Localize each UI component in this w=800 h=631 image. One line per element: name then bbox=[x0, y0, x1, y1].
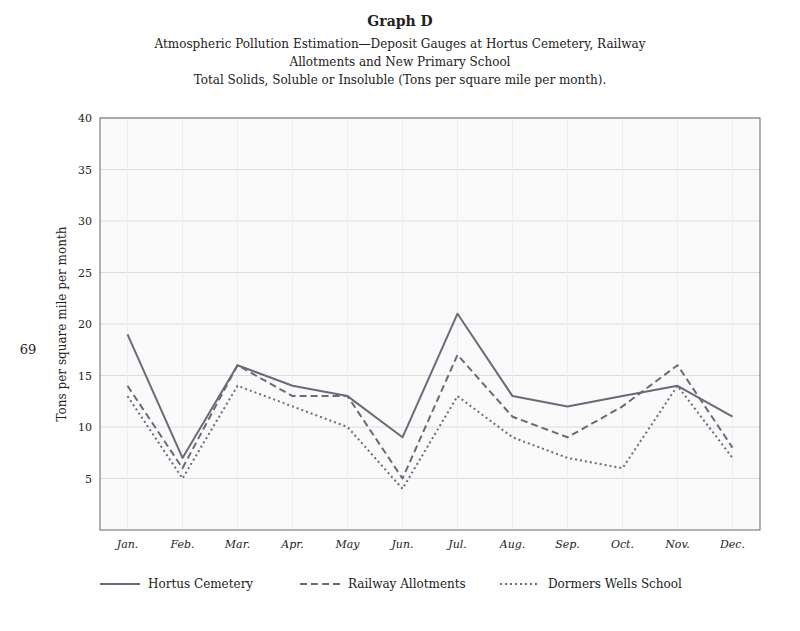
grid-line bbox=[512, 118, 513, 530]
grid-line bbox=[100, 427, 760, 428]
legend-swatch bbox=[500, 583, 540, 585]
x-tick-label: Feb. bbox=[169, 538, 194, 551]
legend: Hortus Cemetery Railway Allotments Dormers… bbox=[100, 577, 682, 591]
y-tick-label: 10 bbox=[78, 421, 92, 434]
legend-label: Hortus Cemetery bbox=[148, 577, 253, 591]
legend-swatch bbox=[300, 583, 340, 585]
plot-area bbox=[100, 118, 760, 530]
grid-line bbox=[100, 272, 760, 273]
grid-line bbox=[100, 478, 760, 479]
y-tick-label: 5 bbox=[85, 473, 92, 486]
series-line bbox=[128, 314, 733, 458]
grid-line bbox=[100, 169, 760, 170]
subtitle: Atmospheric Pollution Estimation—Deposit… bbox=[154, 37, 646, 51]
grid-line bbox=[100, 221, 760, 222]
legend-swatch bbox=[100, 583, 140, 585]
y-axis-label: Tons per square mile per month bbox=[55, 226, 69, 421]
y-tick-label: 35 bbox=[78, 164, 92, 177]
series-line bbox=[128, 386, 733, 489]
legend-label: Dormers Wells School bbox=[548, 577, 682, 591]
series-group bbox=[128, 314, 733, 489]
grid-line bbox=[732, 118, 733, 530]
grid-line bbox=[677, 118, 678, 530]
subtitle: Allotments and New Primary School bbox=[289, 55, 511, 69]
grid-line bbox=[402, 118, 403, 530]
chart: Graph D Atmospheric Pollution Estimation—… bbox=[0, 0, 800, 631]
y-tick-label: 20 bbox=[78, 318, 92, 331]
x-tick-label: Jun. bbox=[389, 538, 413, 551]
y-tick-label: 40 bbox=[78, 112, 92, 125]
grid-line bbox=[292, 118, 293, 530]
grid-line bbox=[567, 118, 568, 530]
x-tick-label: Apr. bbox=[280, 538, 304, 551]
y-tick-label: 30 bbox=[78, 215, 92, 228]
y-tick-label: 15 bbox=[78, 370, 92, 383]
title: Graph D bbox=[367, 13, 432, 29]
annotation: 69 bbox=[20, 342, 37, 357]
grid-line bbox=[457, 118, 458, 530]
x-tick-label: Aug. bbox=[499, 538, 526, 551]
subtitle: Total Solids, Soluble or Insoluble (Tons… bbox=[194, 73, 607, 87]
grid-line bbox=[622, 118, 623, 530]
x-tick-label: Nov. bbox=[664, 538, 690, 551]
grid-line bbox=[100, 324, 760, 325]
x-tick-label: Dec. bbox=[719, 538, 745, 551]
grid-line bbox=[127, 118, 128, 530]
x-tick-label: May bbox=[334, 538, 360, 551]
x-tick-label: Sep. bbox=[555, 538, 580, 551]
plot-frame bbox=[100, 118, 760, 530]
grid-line bbox=[347, 118, 348, 530]
legend-label: Railway Allotments bbox=[348, 577, 466, 591]
x-tick-label: Mar. bbox=[224, 538, 250, 551]
x-tick-label: Jan. bbox=[115, 538, 139, 551]
x-tick-label: Jul. bbox=[446, 538, 467, 551]
grid-line bbox=[237, 118, 238, 530]
x-tick-label: Oct. bbox=[611, 538, 634, 551]
y-tick-label: 25 bbox=[78, 267, 92, 280]
